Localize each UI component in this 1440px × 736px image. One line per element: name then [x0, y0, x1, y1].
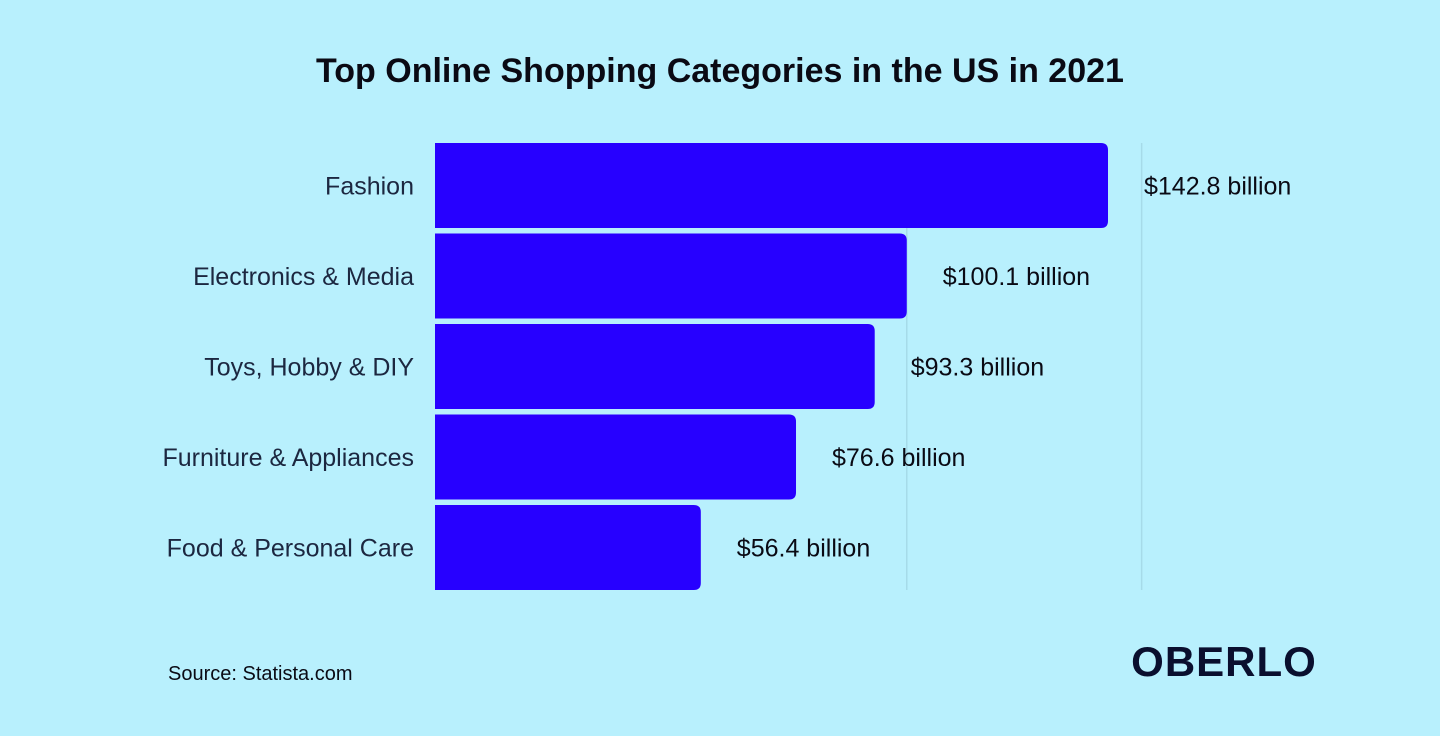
value-label: $76.6 billion	[832, 444, 965, 472]
bar-food-personal-care	[435, 505, 701, 590]
bar-toys-hobby-diy	[435, 324, 875, 409]
category-labels: Fashion Electronics & Media Toys, Hobby & …	[162, 173, 414, 563]
chart-title: Top Online Shopping Categories in the US…	[316, 52, 1124, 90]
value-label: $100.1 billion	[943, 263, 1090, 291]
category-label: Food & Personal Care	[167, 535, 414, 563]
value-label: $142.8 billion	[1144, 173, 1291, 201]
category-label: Toys, Hobby & DIY	[204, 354, 414, 382]
value-labels: $142.8 billion $100.1 billion $93.3 billio…	[737, 173, 1292, 563]
category-label: Furniture & Appliances	[162, 444, 414, 472]
value-label: $56.4 billion	[737, 535, 870, 563]
bar-electronics-media	[435, 233, 907, 319]
category-label: Fashion	[325, 173, 414, 201]
bar-furniture-appliances	[435, 414, 797, 500]
bars	[435, 143, 1108, 590]
oberlo-logo: OBERLO	[1131, 638, 1317, 684]
bar-fashion	[435, 143, 1108, 228]
category-label: Electronics & Media	[193, 263, 414, 291]
source-note: Source: Statista.com	[168, 663, 353, 685]
logo-text: OBERLO	[1131, 638, 1317, 684]
value-label: $93.3 billion	[911, 354, 1044, 382]
